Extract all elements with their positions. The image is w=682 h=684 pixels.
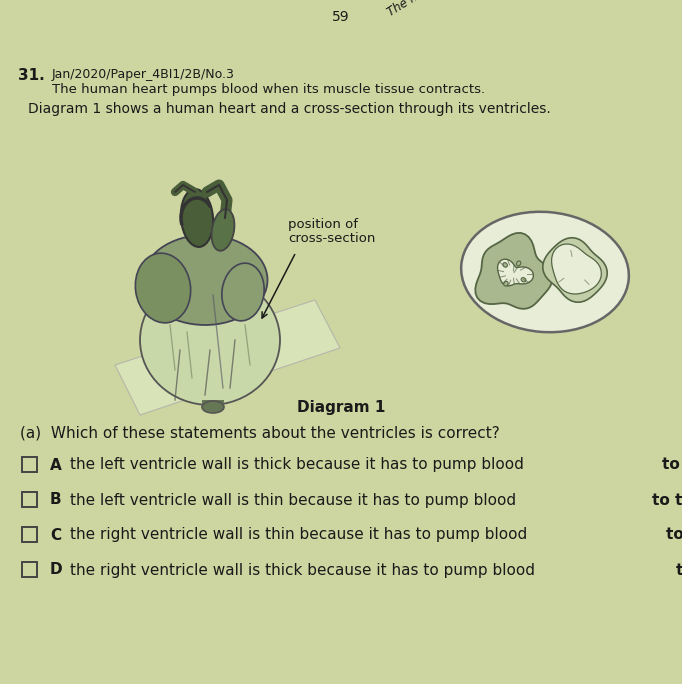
Text: Diagram 1 shows a human heart and a cross-section through its ventricles.: Diagram 1 shows a human heart and a cros… [28,102,551,116]
Text: D: D [50,562,63,577]
Ellipse shape [202,401,224,413]
Ellipse shape [461,212,629,332]
Ellipse shape [222,263,264,321]
Text: the right ventricle wall is thick because it has to pump blood: the right ventricle wall is thick becaus… [70,562,540,577]
Text: 59: 59 [332,10,350,24]
Text: to the lungs: to the lungs [677,562,682,577]
Ellipse shape [143,235,267,325]
Text: the left ventricle wall is thick because it has to pump blood: the left ventricle wall is thick because… [70,458,529,473]
Text: The human heart pumps blood when its muscle tissue contracts.: The human heart pumps blood when its mus… [385,0,682,19]
Ellipse shape [504,281,508,286]
Ellipse shape [135,253,191,323]
Text: Jan/2020/Paper_4BI1/2B/No.3: Jan/2020/Paper_4BI1/2B/No.3 [52,68,235,81]
Text: A: A [50,458,62,473]
Text: (a)  Which of these statements about the ventricles is correct?: (a) Which of these statements about the … [20,425,500,440]
Polygon shape [552,244,602,294]
Polygon shape [543,238,607,302]
Text: cross-section: cross-section [288,232,375,245]
Ellipse shape [516,261,521,266]
Ellipse shape [140,275,280,405]
Text: position of: position of [288,218,358,231]
Text: B: B [50,492,61,508]
Ellipse shape [503,263,507,267]
Polygon shape [475,233,552,309]
Text: to the body: to the body [666,527,682,542]
Text: Diagram 1: Diagram 1 [297,400,385,415]
Text: C: C [50,527,61,542]
Text: the right ventricle wall is thin because it has to pump blood: the right ventricle wall is thin because… [70,527,532,542]
Text: 31.: 31. [18,68,45,83]
Polygon shape [115,300,340,415]
Polygon shape [498,259,533,286]
Text: to the lungs: to the lungs [652,492,682,508]
Ellipse shape [211,209,235,251]
Text: the left ventricle wall is thin because it has to pump blood: the left ventricle wall is thin because … [70,492,521,508]
Ellipse shape [181,189,213,247]
Text: to the body: to the body [662,458,682,473]
Text: The human heart pumps blood when its muscle tissue contracts.: The human heart pumps blood when its mus… [52,83,485,96]
Bar [202,400,224,410]
Ellipse shape [521,278,526,282]
